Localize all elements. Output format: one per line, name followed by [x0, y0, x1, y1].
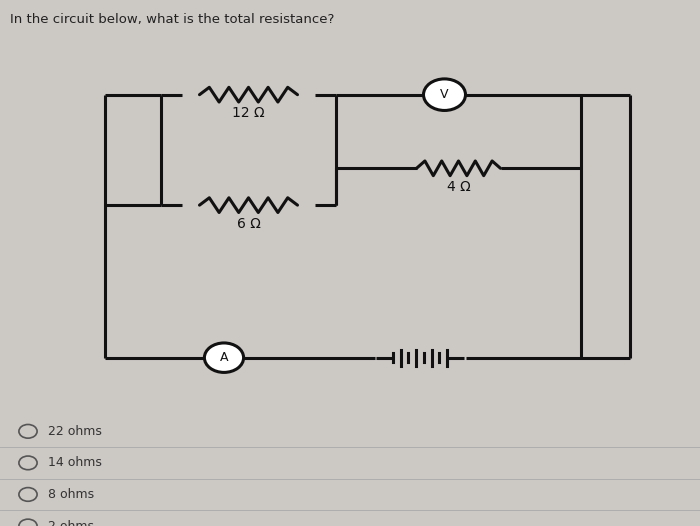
- Text: V: V: [440, 88, 449, 101]
- Text: In the circuit below, what is the total resistance?: In the circuit below, what is the total …: [10, 13, 335, 26]
- Text: 22 ohms: 22 ohms: [48, 425, 102, 438]
- Circle shape: [204, 343, 244, 372]
- Text: 14 ohms: 14 ohms: [48, 457, 102, 469]
- Text: 12 Ω: 12 Ω: [232, 106, 265, 120]
- Circle shape: [424, 79, 466, 110]
- Text: 2 ohms: 2 ohms: [48, 520, 94, 526]
- Text: 4 Ω: 4 Ω: [447, 180, 470, 194]
- Text: 6 Ω: 6 Ω: [237, 217, 260, 231]
- Text: 8 ohms: 8 ohms: [48, 488, 94, 501]
- Text: A: A: [220, 351, 228, 364]
